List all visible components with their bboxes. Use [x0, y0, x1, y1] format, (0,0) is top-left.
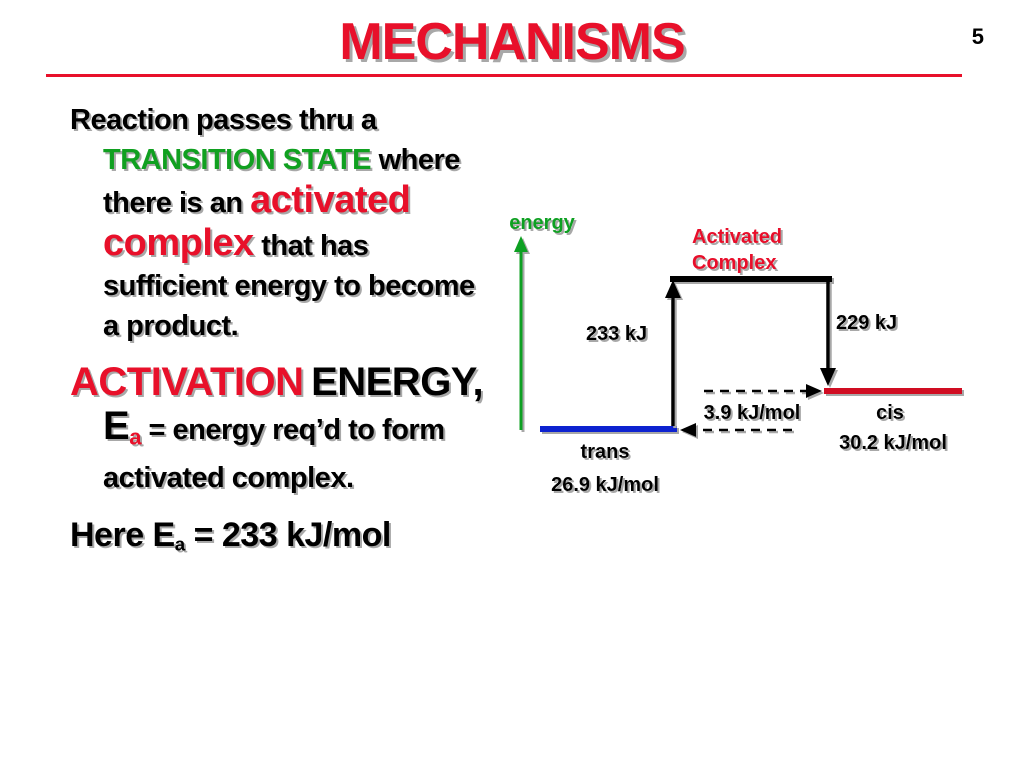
trans-label: trans — [581, 441, 630, 463]
slide-title: MECHANISMS — [339, 13, 685, 71]
transition-state-paragraph: Reaction passes thru a TRANSITION STATE … — [70, 100, 490, 346]
ea-definition: energy req’d to form activated complex. — [103, 414, 445, 494]
activated-complex-level — [670, 276, 832, 282]
reverse-energy-label: 229 kJ — [836, 312, 897, 334]
slide-number: 5 — [971, 24, 984, 49]
energy-axis — [514, 236, 528, 430]
body-text: Reaction passes thru a TRANSITION STATE … — [70, 100, 490, 581]
energy-ea-term: ENERGY, Ea — [103, 360, 484, 450]
cis-energy-label: 30.2 kJ/mol — [839, 432, 947, 454]
here-ea: Here E — [70, 515, 175, 554]
p1-tail: that has sufficient energy to become a p… — [103, 230, 475, 342]
energy-axis-label: energy — [509, 212, 575, 234]
activated-term: activated — [250, 179, 411, 221]
p1-line1: Reaction passes thru a — [70, 104, 377, 136]
complex-term: complex — [103, 222, 254, 264]
dashed-arrow-to-trans — [680, 423, 792, 437]
dashed-arrow-to-cis — [704, 384, 822, 398]
activated-label: Activated — [692, 226, 782, 248]
ea-subscript: a — [129, 424, 141, 450]
ea-value-subscript: a — [174, 533, 185, 555]
cis-label: cis — [876, 402, 904, 424]
equals-sign: = — [148, 414, 166, 446]
ea-value-paragraph: Here Ea = 233 kJ/mol — [70, 514, 490, 566]
activation-energy-paragraph: ACTIVATION ENERGY, Ea = energy req’d to … — [70, 362, 490, 498]
energy-difference-label: 3.9 kJ/mol — [704, 402, 801, 424]
trans-energy-label: 26.9 kJ/mol — [551, 474, 659, 496]
reverse-arrow — [820, 282, 836, 386]
complex-label: Complex — [692, 252, 776, 274]
p1-where: where there is an — [103, 144, 460, 219]
forward-energy-label: 233 kJ — [586, 323, 647, 345]
ea-value: = 233 kJ/mol — [193, 515, 392, 554]
energy-ea-text: ENERGY, E — [103, 360, 484, 448]
transition-state-term: TRANSITION STATE — [103, 144, 372, 176]
title-divider — [46, 74, 962, 77]
cis-level — [824, 388, 962, 394]
activation-term: ACTIVATION — [70, 360, 304, 404]
forward-arrow — [665, 280, 681, 426]
trans-level — [540, 426, 677, 432]
